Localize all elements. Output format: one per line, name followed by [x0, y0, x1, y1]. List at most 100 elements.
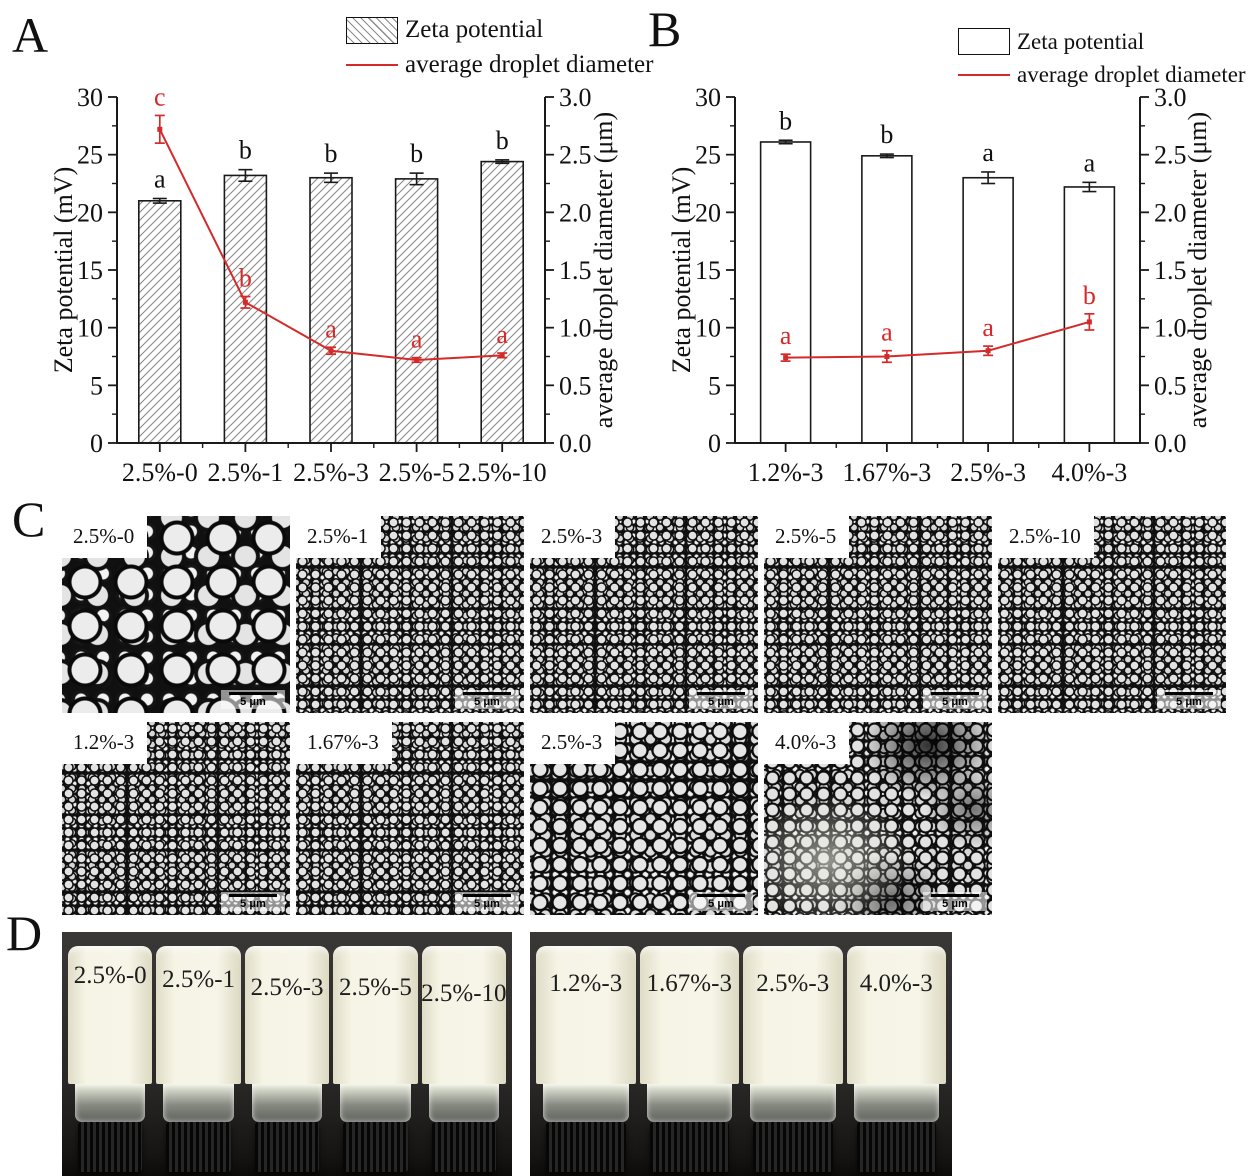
- vial-label: 2.5%-3: [250, 974, 324, 1001]
- bar-sig-letter: b: [239, 136, 252, 165]
- scale-bar: 5 μm: [455, 690, 519, 709]
- bar-sig-letter: a: [1084, 148, 1096, 177]
- droplet-diameter-line-swatch: [346, 64, 398, 66]
- line-sig-letter: a: [411, 325, 423, 354]
- vial-glass: [543, 1084, 629, 1122]
- left-axis-tick-label: 0: [90, 429, 103, 458]
- line-sig-letter: b: [1083, 281, 1096, 310]
- line-sig-letter: b: [239, 264, 252, 293]
- vial-glass: [428, 1084, 500, 1122]
- left-axis-title: Zeta potential (mV): [667, 167, 696, 373]
- right-axis-tick-label: 0.0: [1154, 429, 1187, 458]
- right-axis-tick-label: 2.0: [1154, 198, 1187, 227]
- legend-b: Zeta potential average droplet diameter: [958, 28, 1246, 88]
- panel-c-letter: C: [12, 491, 46, 547]
- vial-label: 2.5%-5: [338, 974, 412, 1001]
- left-axis-tick-label: 20: [695, 198, 721, 227]
- zeta-bar: [223, 174, 268, 444]
- scale-bar-line: [697, 894, 745, 897]
- right-axis-tick-label: 1.0: [559, 314, 592, 343]
- scale-bar-label: 5 μm: [708, 897, 734, 910]
- zeta-bar: [480, 160, 525, 444]
- zeta-bar: [138, 200, 182, 444]
- zeta-potential-swatch: [958, 28, 1010, 55]
- vial-label: 2.5%-0: [73, 962, 147, 989]
- droplet-diameter-point: [783, 355, 789, 361]
- droplet-diameter-point: [499, 352, 505, 358]
- micrograph-tile: 2.5%-1 5 μm: [296, 516, 524, 713]
- vial: 2.5%-3: [743, 946, 843, 1172]
- vial-cap: [649, 1122, 729, 1172]
- category-label: 4.0%-3: [1051, 458, 1127, 487]
- scale-bar-line: [697, 692, 745, 695]
- bar-sig-letter: b: [779, 106, 792, 135]
- category-label: 2.5%-3: [293, 458, 369, 487]
- micrograph-label: 2.5%-5: [764, 516, 850, 558]
- zeta-bar: [962, 176, 1014, 444]
- vial-glass: [750, 1084, 836, 1122]
- bar-sig-letter: b: [410, 139, 423, 168]
- vial-photo-right: 1.2%-3 1.67%-3 2.5%-3 4.0%-3: [530, 932, 952, 1176]
- vial-label: 1.2%-3: [549, 970, 623, 997]
- left-axis-tick-label: 15: [695, 256, 721, 285]
- droplet-diameter-point: [157, 126, 163, 132]
- scale-bar-line: [229, 692, 277, 695]
- category-label: 2.5%-10: [458, 458, 547, 487]
- vial-glass: [75, 1084, 146, 1122]
- scale-bar-label: 5 μm: [708, 695, 734, 708]
- vial-label: 1.67%-3: [646, 970, 732, 997]
- scale-bar-label: 5 μm: [474, 897, 500, 910]
- right-axis-tick-label: 0.0: [559, 429, 592, 458]
- legend-b-bar-entry: Zeta potential: [958, 28, 1246, 55]
- vial: 2.5%-1: [156, 946, 241, 1172]
- scale-bar-label: 5 μm: [942, 897, 968, 910]
- micrograph-label: 2.5%-3: [530, 722, 616, 764]
- vial: 2.5%-0: [68, 946, 153, 1172]
- right-axis-tick-label: 1.5: [559, 256, 592, 285]
- micrograph-tile: 2.5%-5 5 μm: [764, 516, 992, 713]
- scale-bar-line: [463, 894, 511, 897]
- vial-cap: [343, 1122, 408, 1172]
- scale-bar: 5 μm: [689, 892, 753, 911]
- legend-a-bar-label: Zeta potential: [405, 16, 544, 43]
- droplet-diameter-point: [414, 357, 420, 363]
- vial-body: 2.5%-3: [743, 946, 843, 1084]
- vial-body: 2.5%-0: [68, 946, 153, 1084]
- micrograph-label: 2.5%-3: [530, 516, 616, 558]
- right-axis-tick-label: 0.5: [1154, 371, 1187, 400]
- vial-cap: [856, 1122, 936, 1172]
- micrograph-tile: 2.5%-3 5 μm: [530, 516, 758, 713]
- right-axis-tick-label: 2.5: [559, 141, 592, 170]
- legend-b-line-label: average droplet diameter: [1017, 62, 1246, 87]
- legend-a-line-entry: average droplet diameter: [346, 51, 653, 79]
- scale-bar: 5 μm: [923, 892, 987, 911]
- vial-glass: [340, 1084, 411, 1122]
- panel-b-letter: B: [648, 1, 682, 57]
- bar-sig-letter: b: [325, 139, 338, 168]
- vial-body: 2.5%-1: [156, 946, 241, 1084]
- micrograph-tile: 1.67%-3 5 μm: [296, 722, 524, 915]
- micrograph-label: 2.5%-10: [998, 516, 1094, 558]
- left-axis-tick-label: 25: [695, 141, 721, 170]
- scale-bar: 5 μm: [923, 690, 987, 709]
- right-axis-tick-label: 1.5: [1154, 256, 1187, 285]
- scale-bar: 5 μm: [689, 690, 753, 709]
- vial-label: 4.0%-3: [859, 970, 933, 997]
- vial-cap: [254, 1122, 320, 1172]
- vial-glass: [251, 1084, 323, 1122]
- zeta-potential-swatch: [346, 16, 398, 44]
- vial-body: 1.67%-3: [639, 946, 739, 1084]
- vial-cap: [166, 1122, 231, 1172]
- bar-sig-letter: a: [154, 164, 166, 193]
- droplet-diameter-line-swatch: [958, 74, 1010, 76]
- micrograph-label: 2.5%-0: [62, 516, 148, 558]
- vial-body: 2.5%-5: [333, 946, 418, 1084]
- line-sig-letter: a: [496, 320, 508, 349]
- legend-b-bar-label: Zeta potential: [1017, 28, 1145, 54]
- category-label: 1.67%-3: [842, 458, 931, 487]
- vial-label: 2.5%-10: [421, 980, 507, 1007]
- scale-bar-label: 5 μm: [240, 695, 266, 708]
- category-label: 2.5%-0: [122, 458, 198, 487]
- scale-bar: 5 μm: [1157, 690, 1221, 709]
